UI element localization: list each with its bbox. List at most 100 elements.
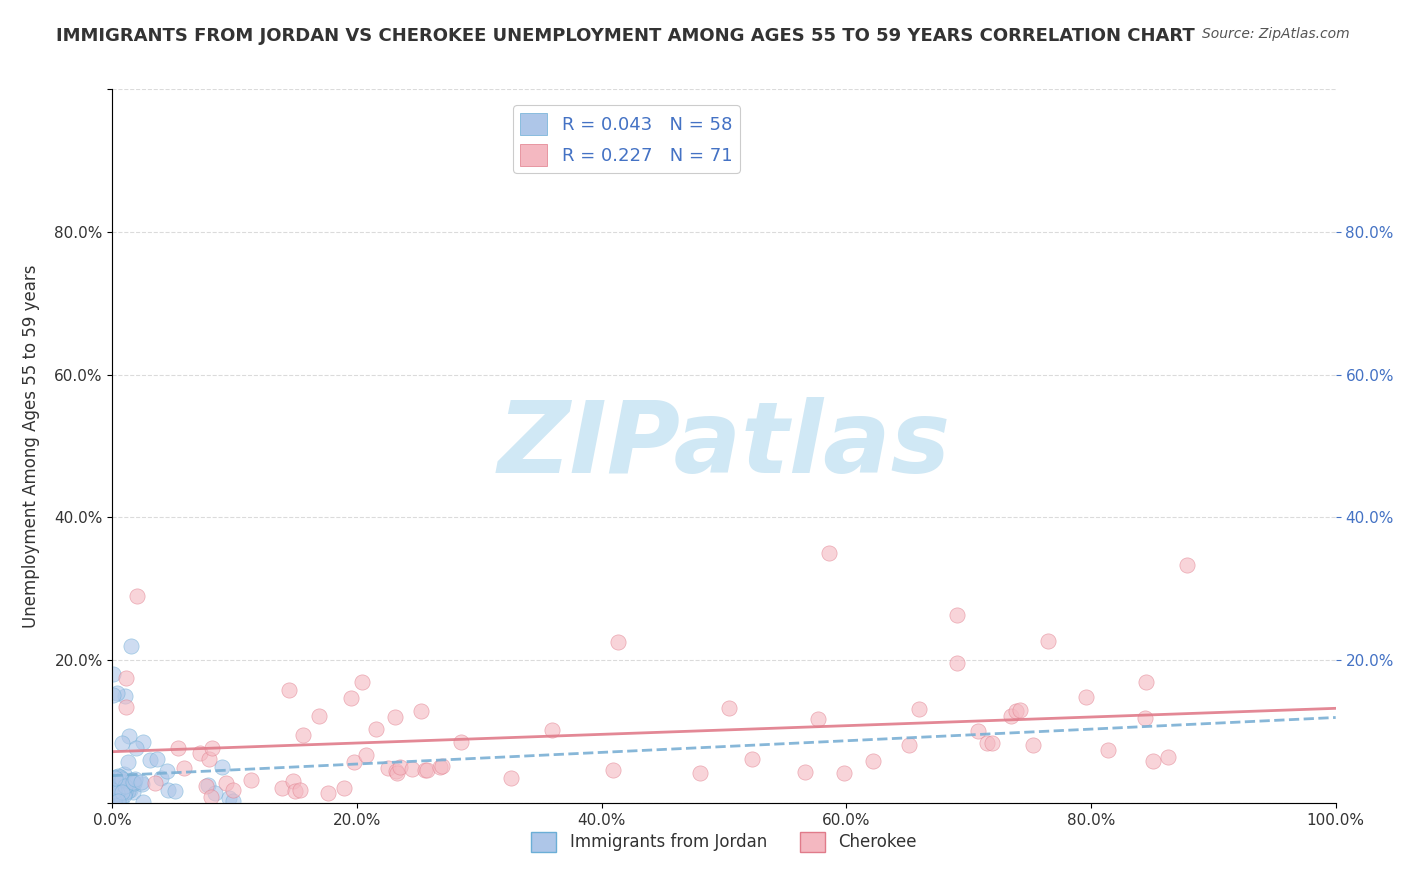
Point: [173, 761, 195, 775]
Point: [218, 790, 240, 805]
Point: [862, 754, 884, 768]
Point: [131, 775, 153, 789]
Point: [1097, 743, 1119, 757]
Point: [741, 751, 763, 765]
Point: [384, 710, 406, 724]
Point: [1074, 690, 1097, 704]
Point: [156, 764, 179, 778]
Point: [1135, 711, 1157, 725]
Point: [945, 657, 967, 671]
Point: [602, 764, 624, 778]
Point: [118, 729, 141, 743]
Point: [105, 795, 128, 809]
Point: [104, 793, 127, 807]
Text: IMMIGRANTS FROM JORDAN VS CHEROKEE UNEMPLOYMENT AMONG AGES 55 TO 59 YEARS CORREL: IMMIGRANTS FROM JORDAN VS CHEROKEE UNEMP…: [56, 27, 1195, 45]
Point: [388, 760, 411, 774]
Y-axis label: Unemployment Among Ages 55 to 59 years: Unemployment Among Ages 55 to 59 years: [22, 264, 41, 628]
Point: [450, 735, 472, 749]
Point: [308, 709, 330, 723]
Point: [416, 764, 439, 778]
Point: [188, 746, 211, 760]
Point: [112, 767, 135, 781]
Point: [806, 712, 828, 726]
Point: [112, 788, 135, 802]
Point: [283, 774, 305, 789]
Point: [198, 752, 221, 766]
Point: [117, 783, 139, 797]
Point: [409, 704, 432, 718]
Point: [127, 589, 149, 603]
Point: [167, 741, 190, 756]
Point: [540, 723, 562, 738]
Point: [291, 728, 314, 742]
Point: [107, 769, 129, 783]
Point: [149, 771, 172, 785]
Point: [103, 784, 125, 798]
Point: [118, 783, 141, 797]
Point: [333, 780, 356, 795]
Point: [105, 686, 128, 700]
Point: [111, 736, 134, 750]
Point: [201, 740, 224, 755]
Point: [104, 770, 127, 784]
Point: [204, 786, 226, 800]
Point: [104, 795, 127, 809]
Point: [1005, 704, 1028, 718]
Point: [115, 784, 138, 798]
Point: [103, 780, 125, 795]
Point: [284, 783, 307, 797]
Legend: Immigrants from Jordan, Cherokee: Immigrants from Jordan, Cherokee: [524, 825, 924, 859]
Point: [101, 667, 124, 681]
Point: [270, 781, 292, 796]
Point: [163, 784, 186, 798]
Point: [429, 760, 451, 774]
Point: [115, 700, 138, 714]
Point: [222, 783, 245, 797]
Point: [967, 723, 990, 738]
Point: [350, 675, 373, 690]
Point: [122, 775, 145, 789]
Point: [139, 753, 162, 767]
Point: [718, 701, 741, 715]
Point: [980, 736, 1002, 750]
Point: [278, 683, 301, 698]
Point: [110, 772, 132, 786]
Point: [401, 763, 423, 777]
Point: [103, 785, 125, 799]
Point: [356, 748, 378, 763]
Point: [143, 776, 166, 790]
Point: [897, 738, 920, 752]
Point: [120, 639, 142, 653]
Point: [117, 755, 139, 769]
Point: [377, 761, 399, 775]
Point: [132, 735, 155, 749]
Point: [105, 786, 128, 800]
Point: [689, 766, 711, 780]
Point: [1000, 709, 1022, 723]
Point: [908, 702, 931, 716]
Point: [146, 752, 169, 766]
Point: [101, 688, 124, 702]
Text: Source: ZipAtlas.com: Source: ZipAtlas.com: [1202, 27, 1350, 41]
Point: [1022, 739, 1045, 753]
Point: [125, 740, 148, 755]
Point: [103, 794, 125, 808]
Text: ZIPatlas: ZIPatlas: [498, 398, 950, 494]
Point: [240, 772, 263, 787]
Point: [124, 772, 146, 786]
Point: [200, 789, 222, 804]
Point: [1157, 750, 1180, 764]
Point: [430, 759, 453, 773]
Point: [222, 794, 245, 808]
Point: [114, 672, 136, 686]
Point: [832, 766, 855, 780]
Point: [131, 777, 153, 791]
Point: [132, 795, 155, 809]
Point: [122, 785, 145, 799]
Point: [1142, 754, 1164, 768]
Point: [197, 778, 219, 792]
Point: [384, 764, 406, 778]
Point: [818, 546, 841, 560]
Point: [112, 786, 135, 800]
Point: [343, 756, 366, 770]
